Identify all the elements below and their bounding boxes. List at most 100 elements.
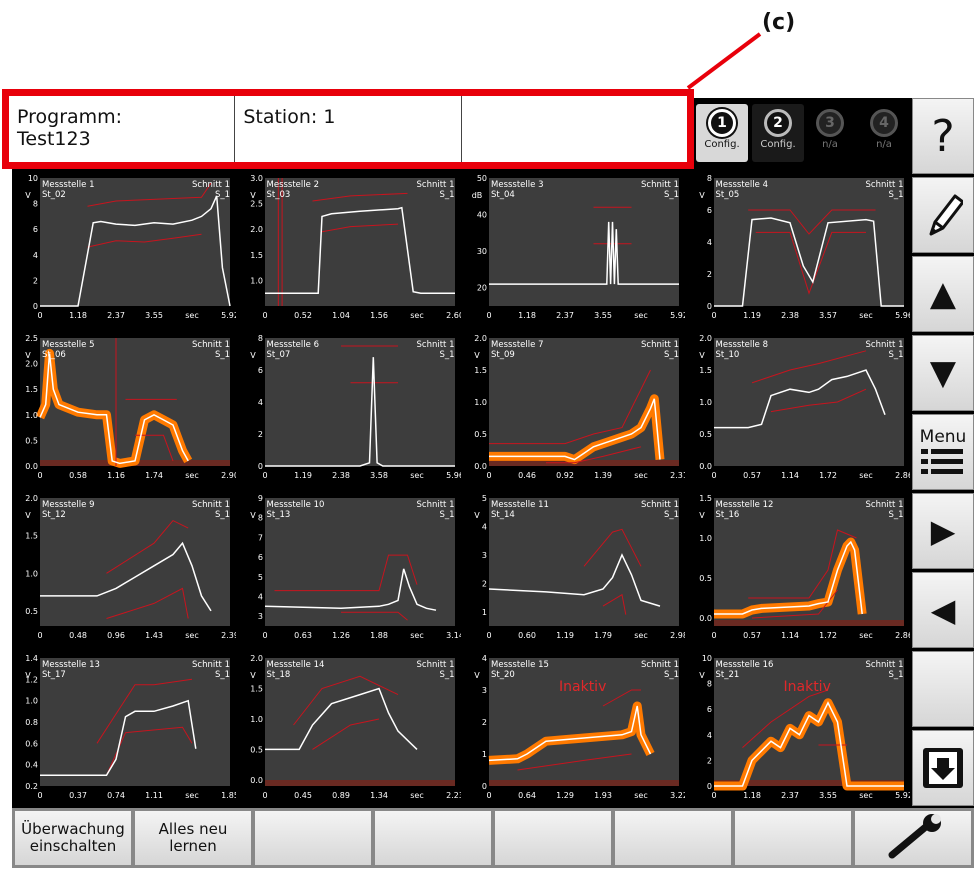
chart-cut-label: Schnitt 1 — [865, 660, 904, 670]
y-tick-label: 0 — [257, 462, 262, 471]
x-tick-label: 0.89 — [332, 791, 350, 800]
chart-panel[interactable]: 0 2 4 6 8V 0 1.19 2.38 3.58 sec 5.96 Messstelle 6St… — [237, 330, 461, 490]
station-status: Config. — [760, 139, 796, 150]
station-button-1[interactable]: 1 Config. — [696, 104, 748, 162]
edit-button[interactable] — [912, 177, 974, 253]
chart-panel[interactable]: 20 30 40 50 dB 0 1.18 2.37 3.55 sec 5.92 Messstelle… — [461, 170, 685, 330]
chart-cut-sublabel: S_1 — [439, 670, 455, 680]
chart-panel[interactable]: 0 2 4 6 8 10 V 0 1.18 2.37 3.55 sec 5.92 Messstelle 1… — [12, 170, 236, 330]
station-button-2[interactable]: 2 Config. — [752, 104, 804, 162]
y-tick-label: 2 — [482, 718, 487, 727]
chart-cut-sublabel: S_1 — [214, 670, 230, 680]
chart-svg: 0.5 1.0 1.5 2.0 V 0 0.48 0.96 1.43 sec 2.39 — [25, 494, 236, 640]
chart-panel[interactable]: 0 2 4 6 8 10 V 0 1.18 2.37 3.55 sec 5.92 Messstelle 1… — [686, 650, 910, 810]
y-tick-label: 1.0 — [699, 398, 712, 407]
menu-button[interactable]: Menu — [912, 414, 974, 490]
x-tick-label: sec — [634, 311, 648, 320]
chart-title: Messstelle 2 — [266, 180, 319, 190]
chart-panel[interactable]: 0.0 0.5 1.0 1.5 2.0 2.5 V 0 0.58 1.16 1.74 sec 2.90 M… — [12, 330, 236, 490]
previous-button[interactable]: ◀ — [912, 572, 974, 648]
next-button[interactable]: ▶ — [912, 493, 974, 569]
signal-trace — [713, 540, 863, 615]
x-tick-label: 1.18 — [518, 311, 536, 320]
x-tick-label: 0.37 — [69, 791, 87, 800]
y-tick-label: 2 — [706, 270, 711, 279]
function-button-5[interactable] — [494, 810, 612, 866]
chart-panel[interactable]: 0.0 0.5 1.0 1.5 2.0 V 0 0.46 0.92 1.39 sec 2.31 Mess… — [461, 330, 685, 490]
station-selector: 1 Config. 2 Config. 3 n/a 4 n/a — [694, 104, 908, 162]
lower-limit-line — [751, 589, 838, 619]
x-tick-label: 1.93 — [594, 791, 612, 800]
upper-limit-line — [583, 528, 642, 567]
function-button-7[interactable] — [734, 810, 852, 866]
chart-panel[interactable]: 0.0 0.5 1.0 1.5 V 0 0.57 1.14 1.72 sec 2.86 Messste… — [686, 490, 910, 650]
monitoring-button[interactable]: Überwachung einschalten — [14, 810, 132, 866]
y-tick-label: 1.5 — [250, 251, 263, 260]
station-number: 2 — [764, 109, 792, 137]
program-label: Programm: — [17, 106, 123, 128]
chart-panel[interactable]: 0 2 4 6 8V 0 1.19 2.38 3.57 sec 5.96 Messstelle 4St… — [686, 170, 910, 330]
chart-svg: 0 2 4 6 8V 0 1.19 2.38 3.57 sec 5.96 — [699, 174, 910, 320]
x-tick-label: 1.16 — [107, 471, 125, 480]
chart-cut-sublabel: S_1 — [888, 350, 904, 360]
signal-trace — [488, 705, 652, 762]
y-tick-label: 6 — [706, 206, 711, 215]
scroll-down-button[interactable]: ▼ — [912, 335, 974, 411]
x-tick-label: sec — [410, 471, 424, 480]
x-tick-label: sec — [634, 791, 648, 800]
station-button-4[interactable]: 4 n/a — [858, 104, 910, 162]
function-button-4[interactable] — [374, 810, 492, 866]
chart-cut-label: Schnitt 1 — [865, 180, 904, 190]
chart-cut-label: Schnitt 1 — [641, 340, 679, 350]
plot-area — [40, 658, 230, 786]
bottom-bar: Überwachung einschalten Alles neu lernen — [12, 808, 974, 868]
chart-subtitle: St_05 — [715, 190, 740, 200]
chart-panel[interactable]: 0.0 0.5 1.0 1.5 2.0 V 0 0.57 1.14 1.72 sec 2.86 Mess… — [686, 330, 910, 490]
y-tick-label: 3 — [482, 551, 487, 560]
station-button-3[interactable]: 3 n/a — [804, 104, 856, 162]
chart-panel[interactable]: 0.0 0.5 1.0 1.5 2.0 V 0 0.45 0.89 1.34 sec 2.23 Mess… — [237, 650, 461, 810]
blank-button[interactable] — [912, 651, 974, 727]
chart-panel[interactable]: 0.2 0.4 0.6 0.8 1.0 1.2 1.4 V 0 0.37 0.74 1.11 sec 1.… — [12, 650, 236, 810]
x-tick-label: 0.74 — [107, 791, 125, 800]
tools-button[interactable] — [854, 810, 972, 866]
y-axis-unit: V — [250, 191, 256, 200]
chart-panel[interactable]: 1.0 1.5 2.0 2.5 3.0 V 0 0.52 1.04 1.56 sec 2.60 Mess… — [237, 170, 461, 330]
chart-subtitle: St_16 — [715, 510, 740, 520]
x-tick-label: 0 — [262, 471, 267, 480]
y-axis-unit: V — [699, 671, 705, 680]
relearn-all-button[interactable]: Alles neu lernen — [134, 810, 252, 866]
y-tick-label: 10 — [28, 174, 38, 183]
function-button-6[interactable] — [614, 810, 732, 866]
upper-limit-line — [489, 369, 651, 445]
chart-panel[interactable]: 3 4 5 6 7 8 9V 0 0.63 1.26 1.88 sec 3.14 Messstelle 1… — [237, 490, 461, 650]
scroll-up-button[interactable]: ▲ — [912, 256, 974, 332]
x-tick-label: 2.38 — [332, 471, 350, 480]
chart-svg: 0.0 0.5 1.0 1.5 V 0 0.57 1.14 1.72 sec 2.86 — [699, 494, 910, 640]
x-tick-label: 0 — [37, 471, 42, 480]
y-tick-label: 5 — [257, 573, 262, 582]
y-tick-label: 0.5 — [699, 574, 712, 583]
help-button[interactable]: ? — [912, 98, 974, 174]
chart-cut-label: Schnitt 1 — [641, 180, 679, 190]
signal-trace — [713, 369, 886, 429]
y-tick-label: 1.2 — [25, 675, 38, 684]
x-tick-label: 3.55 — [594, 311, 612, 320]
arrow-up-icon: ▲ — [929, 274, 957, 314]
x-tick-label: 3.22 — [670, 791, 685, 800]
y-tick-label: 3 — [257, 612, 262, 621]
chart-svg: 1.0 1.5 2.0 2.5 3.0 V 0 0.52 1.04 1.56 sec 2.60 — [250, 174, 461, 320]
x-tick-label: 0 — [486, 791, 491, 800]
y-tick-label: 50 — [477, 174, 487, 183]
function-button-3[interactable] — [254, 810, 372, 866]
y-axis-unit: V — [25, 191, 31, 200]
chart-subtitle: St_03 — [266, 190, 291, 200]
save-button[interactable] — [912, 730, 974, 806]
x-tick-label: 1.72 — [819, 471, 837, 480]
chart-panel[interactable]: 0.5 1.0 1.5 2.0 V 0 0.48 0.96 1.43 sec 2.39 Messste… — [12, 490, 236, 650]
y-axis-unit: V — [699, 191, 705, 200]
x-tick-label: 3.55 — [819, 791, 837, 800]
y-tick-label: 1.0 — [250, 715, 263, 724]
